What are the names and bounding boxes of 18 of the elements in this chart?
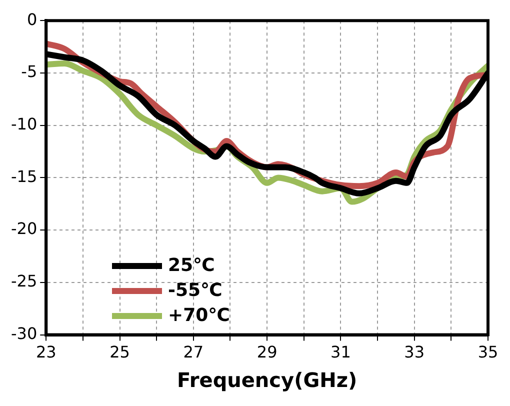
- y-tick-label: -5: [21, 62, 38, 82]
- x-tick-label: 25: [110, 342, 130, 362]
- y-tick-label: -15: [10, 166, 38, 186]
- x-tick-label: 35: [478, 342, 498, 362]
- x-tick-label: 23: [36, 342, 56, 362]
- x-tick-label: 31: [330, 342, 351, 362]
- x-axis-title: Frequency(GHz): [176, 368, 358, 392]
- x-tick-label: 33: [404, 342, 425, 362]
- x-tick-label: 29: [256, 342, 278, 362]
- y-tick-label: -30: [10, 324, 38, 343]
- legend-label: -55℃: [168, 280, 222, 301]
- x-tick-label: 27: [183, 342, 204, 362]
- legend-label: 25℃: [168, 255, 215, 276]
- y-tick-label: -10: [10, 114, 38, 134]
- y-tick-label: -25: [10, 272, 38, 291]
- y-tick-label: -20: [10, 219, 38, 238]
- y-tick-label: 0: [26, 10, 38, 29]
- legend-label: +70℃: [168, 305, 230, 326]
